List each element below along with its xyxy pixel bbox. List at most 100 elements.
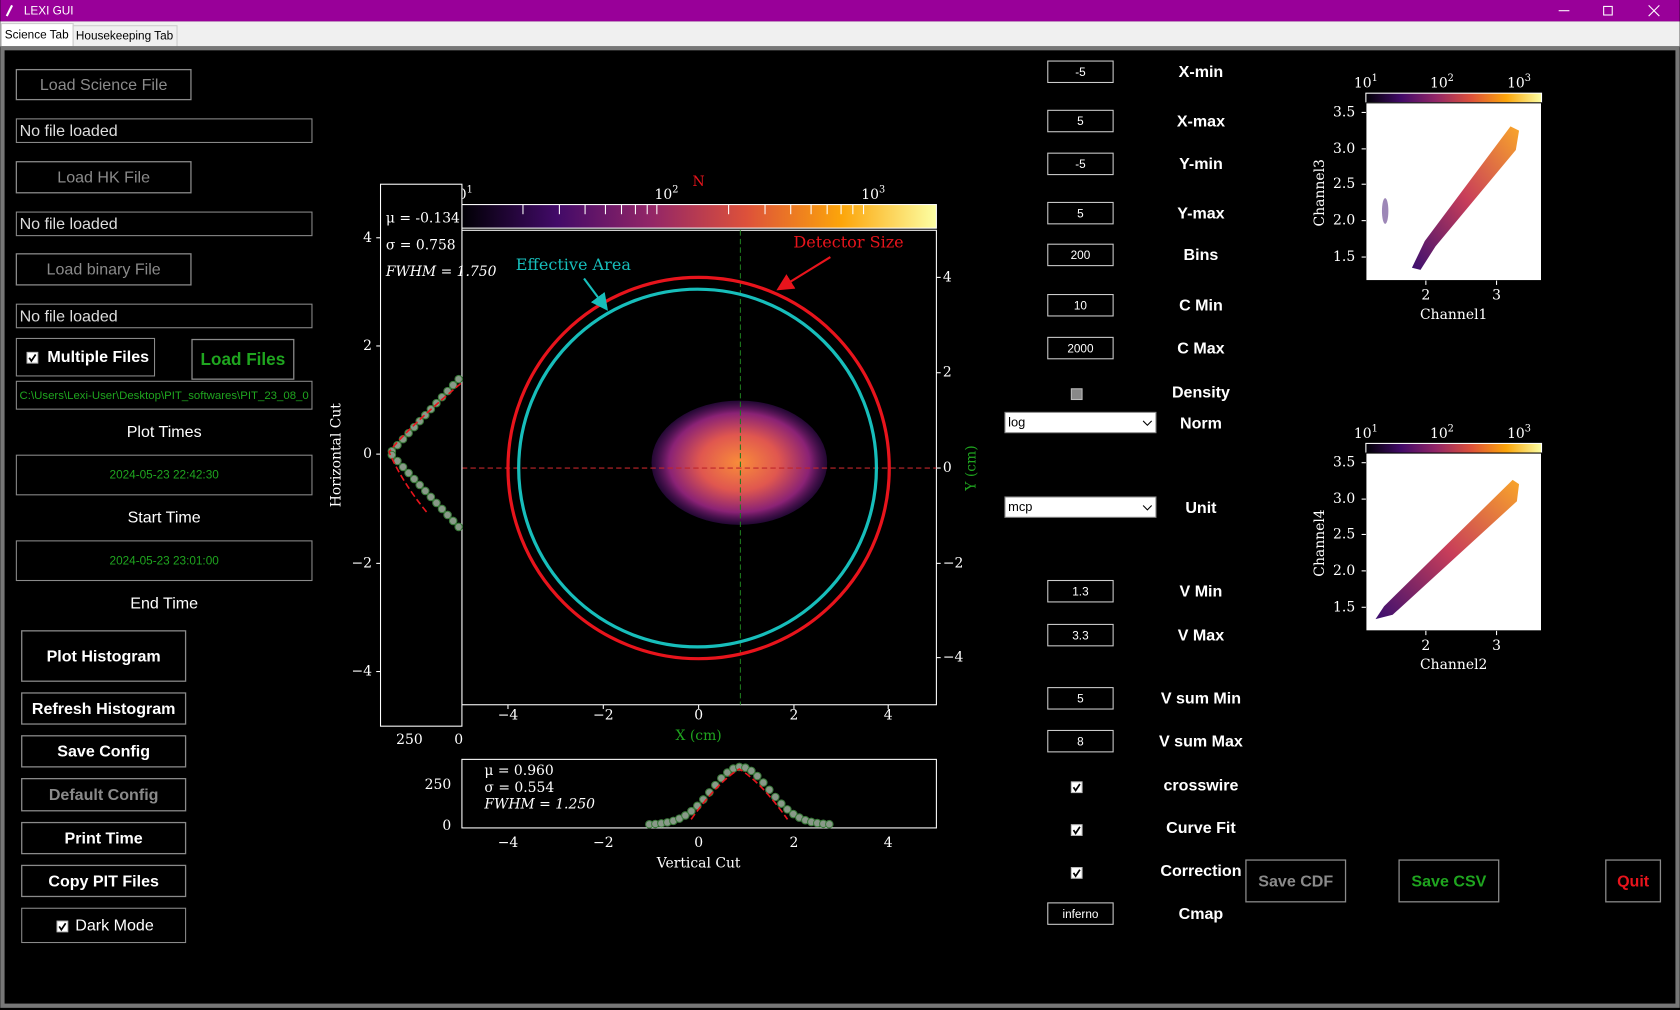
- checkbox[interactable]: [1070, 824, 1083, 836]
- tab-label[interactable]: Housekeeping Tab: [76, 30, 174, 43]
- fit-point: [765, 785, 774, 795]
- text-field[interactable]: [1047, 243, 1114, 267]
- y-axis-label: Channel4: [1312, 509, 1328, 576]
- text-field[interactable]: [1047, 152, 1114, 176]
- button[interactable]: [21, 907, 187, 944]
- field-text[interactable]: 5: [1077, 207, 1084, 220]
- checkbox-label[interactable]: Multiple Files: [47, 348, 149, 366]
- field-text[interactable]: 2000: [1067, 342, 1094, 355]
- button[interactable]: [15, 161, 192, 194]
- field-text[interactable]: No file loaded: [20, 307, 118, 325]
- button[interactable]: [15, 253, 192, 286]
- text-field[interactable]: [15, 211, 313, 237]
- field-text[interactable]: C:\Users\Lexi-User\Desktop\PIT_softwares…: [20, 390, 309, 402]
- button-label[interactable]: Copy PIT Files: [48, 872, 159, 890]
- button[interactable]: [1398, 859, 1500, 903]
- text-field[interactable]: [1047, 201, 1114, 225]
- field-text[interactable]: 8: [1077, 735, 1084, 748]
- stat-text: μ = -0.134: [386, 210, 460, 226]
- dropdown[interactable]: [1004, 411, 1157, 434]
- time-field[interactable]: [15, 540, 313, 582]
- fit-point: [717, 773, 726, 783]
- button-label[interactable]: Plot Histogram: [47, 647, 161, 665]
- button[interactable]: [21, 692, 187, 725]
- text-field[interactable]: [1047, 623, 1114, 647]
- text-field[interactable]: [1047, 109, 1114, 133]
- text-field[interactable]: [1047, 60, 1114, 84]
- button-label[interactable]: Load Science File: [40, 76, 168, 94]
- x-axis-label: X (cm): [676, 728, 722, 744]
- field-text[interactable]: inferno: [1062, 908, 1098, 921]
- field-text[interactable]: 200: [1071, 249, 1091, 262]
- field-text[interactable]: -5: [1075, 158, 1086, 171]
- control-label: Y-max: [1177, 204, 1224, 222]
- button[interactable]: [1605, 859, 1662, 903]
- fit-point: [437, 504, 447, 514]
- text-field[interactable]: [1047, 294, 1114, 317]
- restore-button[interactable]: [1603, 5, 1613, 16]
- checkbox[interactable]: [56, 920, 69, 933]
- button-label[interactable]: Refresh Histogram: [32, 700, 176, 718]
- button[interactable]: [21, 864, 187, 898]
- button[interactable]: [21, 735, 187, 768]
- field-text[interactable]: -5: [1075, 66, 1086, 79]
- colorbar-tick-label: 103: [1507, 423, 1531, 442]
- checkbox[interactable]: [1070, 388, 1083, 401]
- text-field[interactable]: [1047, 687, 1114, 710]
- time-field[interactable]: [15, 454, 313, 496]
- x-tick-label: −2: [593, 835, 613, 851]
- checkbox-label[interactable]: Dark Mode: [75, 917, 154, 935]
- field-text[interactable]: 5: [1077, 693, 1084, 706]
- button[interactable]: [1245, 859, 1347, 903]
- control-label: V Min: [1180, 583, 1223, 601]
- checkbox[interactable]: [1070, 781, 1083, 794]
- button[interactable]: [21, 778, 187, 812]
- colorbar: [1365, 92, 1543, 104]
- field-text[interactable]: No file loaded: [20, 215, 118, 233]
- button[interactable]: [21, 821, 187, 855]
- button-label[interactable]: Print Time: [65, 829, 143, 847]
- field-text[interactable]: 10: [1074, 299, 1088, 312]
- button-label[interactable]: Load HK File: [57, 169, 150, 187]
- checkbox-frame[interactable]: [15, 337, 156, 377]
- stat-text: FWHM = 1.750: [385, 264, 497, 280]
- field-text[interactable]: 5: [1077, 115, 1084, 128]
- text-field[interactable]: [15, 380, 313, 410]
- button-label[interactable]: Load Files: [201, 349, 286, 369]
- dropdown[interactable]: [1004, 496, 1157, 518]
- button-label[interactable]: Save CSV: [1411, 872, 1486, 890]
- button-label[interactable]: Quit: [1617, 872, 1650, 890]
- y-tick-label: −4: [943, 650, 964, 666]
- fit-point: [443, 386, 452, 396]
- text-field[interactable]: [15, 118, 313, 143]
- text-field[interactable]: [1047, 336, 1114, 360]
- button[interactable]: [191, 338, 295, 380]
- field-text[interactable]: 3.3: [1072, 629, 1089, 642]
- dropdown-text[interactable]: mcp: [1008, 499, 1032, 514]
- text-field[interactable]: [1047, 729, 1114, 753]
- button-label[interactable]: Save CDF: [1258, 872, 1333, 890]
- checkbox[interactable]: [1070, 867, 1083, 879]
- text-field[interactable]: [15, 303, 313, 329]
- tab-label[interactable]: Science Tab: [5, 28, 69, 41]
- text-field[interactable]: [1047, 579, 1114, 603]
- button-label[interactable]: Load binary File: [47, 261, 161, 279]
- label: End Time: [130, 594, 198, 612]
- button[interactable]: [21, 630, 187, 682]
- field-text[interactable]: 1.3: [1072, 585, 1089, 598]
- fit-point: [409, 422, 419, 432]
- close-button[interactable]: [1648, 4, 1660, 17]
- button-label[interactable]: Save Config: [57, 743, 150, 761]
- colorbar: [1365, 442, 1543, 454]
- button-label[interactable]: Default Config: [49, 786, 159, 804]
- control-label: X-min: [1179, 63, 1224, 81]
- label: Plot Times: [127, 423, 202, 441]
- text-field[interactable]: [1047, 902, 1114, 925]
- checkbox[interactable]: [26, 351, 39, 364]
- dropdown-text[interactable]: log: [1008, 414, 1025, 429]
- y-tick-label: 3.0: [1333, 141, 1355, 157]
- tick-exponent: 3: [1525, 73, 1531, 84]
- field-text[interactable]: No file loaded: [20, 122, 118, 140]
- button[interactable]: [15, 68, 192, 101]
